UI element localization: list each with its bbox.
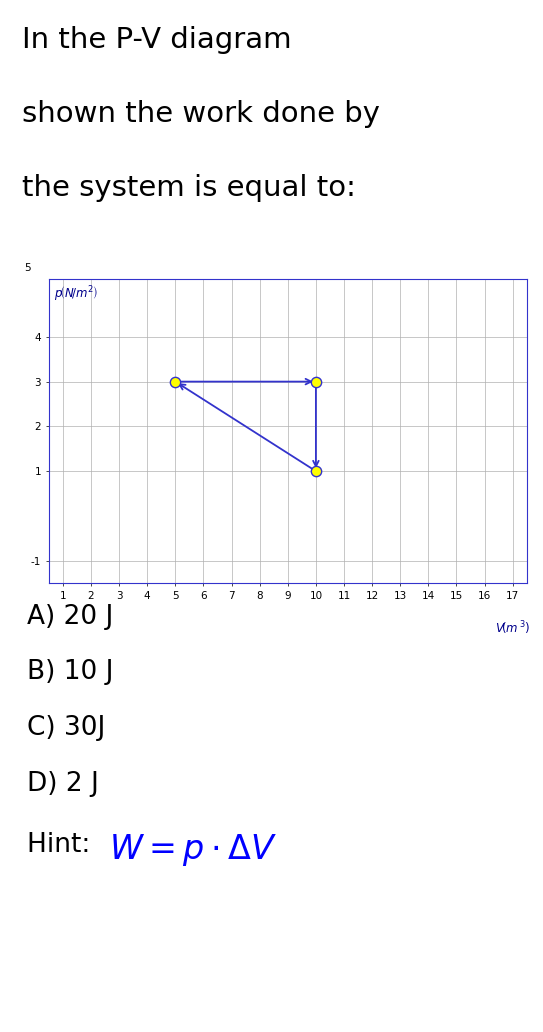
Text: In the P-V diagram: In the P-V diagram [22,26,292,54]
Text: A) 20 J: A) 20 J [27,604,113,630]
Text: B) 10 J: B) 10 J [27,659,113,685]
X-axis label: $V\!\left(m^{\,3}\right)$: $V\!\left(m^{\,3}\right)$ [495,619,530,637]
Text: 5: 5 [24,262,31,272]
Point [312,374,320,390]
Text: C) 30J: C) 30J [27,715,105,741]
Text: shown the work done by: shown the work done by [22,100,380,128]
Text: $p\!\left(N\!/m^{2}\right)$: $p\!\left(N\!/m^{2}\right)$ [54,285,98,304]
Text: the system is equal to:: the system is equal to: [22,174,356,202]
Point [171,374,180,390]
Text: $W = p \cdot \Delta V$: $W = p \cdot \Delta V$ [109,832,277,868]
Text: D) 2 J: D) 2 J [27,771,99,797]
Text: Hint:: Hint: [27,832,99,858]
Point [312,463,320,480]
